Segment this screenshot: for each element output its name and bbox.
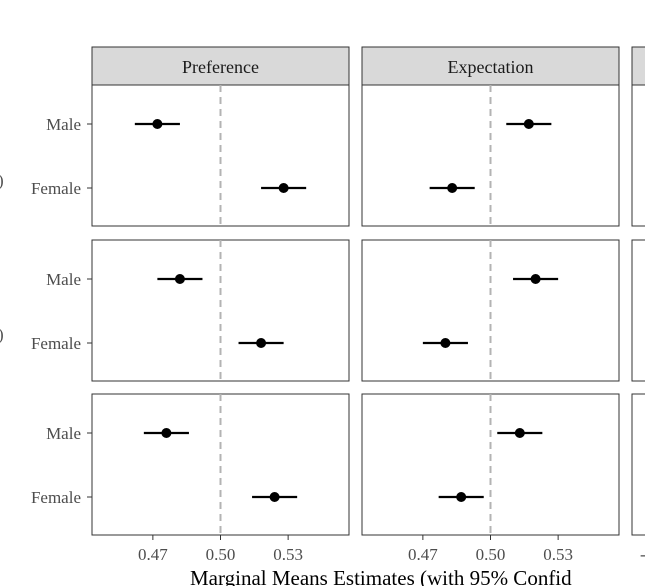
- y-tick-label: Female: [31, 488, 81, 507]
- x-tick-label-fragment: -: [640, 545, 645, 564]
- estimate-point-female: [278, 183, 289, 193]
- facet-panel: [631, 393, 645, 536]
- x-tick-label: 0.47: [408, 545, 438, 564]
- x-axis-title: Marginal Means Estimates (with 95% Confi…: [190, 566, 572, 586]
- y-tick-label: Male: [46, 270, 81, 289]
- estimate-point-male: [530, 274, 541, 284]
- estimate-point-male: [152, 119, 163, 129]
- facet-panel: [361, 393, 620, 536]
- x-tick-label: 0.50: [206, 545, 236, 564]
- estimate-point-male: [161, 428, 172, 438]
- estimate-point-male: [174, 274, 185, 284]
- facet-panel: [631, 84, 645, 227]
- x-tick-label: 0.50: [476, 545, 506, 564]
- estimate-point-female: [440, 338, 451, 348]
- row-label-fragment: ): [0, 171, 4, 190]
- estimate-point-female: [447, 183, 458, 193]
- x-tick-label: 0.47: [138, 545, 168, 564]
- panels-layer: [91, 46, 645, 536]
- facet-panel: [361, 84, 620, 227]
- facet-panel: [91, 239, 350, 382]
- facet-panel: [361, 239, 620, 382]
- estimate-point-female: [269, 492, 280, 502]
- facet-strip-label: Expectation: [448, 57, 534, 77]
- estimate-point-male: [514, 428, 525, 438]
- facet-strip: [361, 46, 620, 86]
- facet-panel: [91, 84, 350, 227]
- text-layer: Preference Expectation Male Female Male Femal…: [0, 57, 645, 586]
- facet-panel: [91, 393, 350, 536]
- facet-strip: [631, 46, 645, 86]
- y-tick-label: Female: [31, 179, 81, 198]
- estimate-point-male: [523, 119, 534, 129]
- facet-strip: [91, 46, 350, 86]
- y-tick-label: Male: [46, 424, 81, 443]
- facet-strip-label: Preference: [182, 57, 259, 77]
- y-tick-label: Female: [31, 334, 81, 353]
- x-tick-label: 0.53: [543, 545, 573, 564]
- x-tick-label: 0.53: [273, 545, 303, 564]
- estimate-point-female: [456, 492, 467, 502]
- y-tick-label: Male: [46, 115, 81, 134]
- marks-layer: [87, 85, 559, 540]
- facet-panel: [631, 239, 645, 382]
- estimate-point-female: [256, 338, 267, 348]
- row-label-fragment: ): [0, 325, 4, 344]
